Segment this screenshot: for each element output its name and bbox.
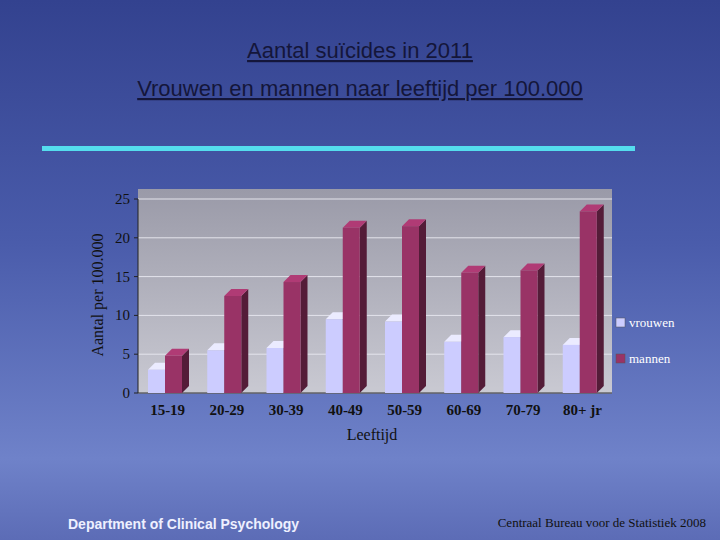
y-axis <box>138 199 139 393</box>
y-tick <box>134 393 138 394</box>
title: Aantal suïcides in 2011 <box>247 38 473 63</box>
bars <box>148 204 604 393</box>
bar <box>284 282 301 393</box>
bar-top <box>402 219 426 226</box>
y-tick-label: 15 <box>115 269 130 285</box>
grid-line <box>138 237 612 238</box>
y-tick <box>134 199 138 200</box>
legend-swatch <box>616 318 625 327</box>
bar-top <box>521 263 545 270</box>
bar-side <box>182 349 189 393</box>
bar <box>444 342 461 393</box>
bar <box>504 337 521 393</box>
chart-svg: Aantal suïcides in 2011 Vrouwen en mannen… <box>0 0 720 540</box>
grid-line <box>138 199 612 200</box>
y-tick-label: 5 <box>123 346 131 362</box>
legend-swatch <box>616 354 625 363</box>
bar-top <box>461 266 485 273</box>
bar <box>207 350 224 393</box>
bar <box>224 296 241 393</box>
x-tick-label: 30-39 <box>269 402 304 418</box>
y-tick-label: 10 <box>115 307 130 323</box>
y-tick <box>134 276 138 277</box>
bar-side <box>241 289 248 393</box>
x-tick-label: 70-79 <box>506 402 541 418</box>
bar <box>461 273 478 393</box>
bar <box>580 211 597 393</box>
bar <box>563 345 580 393</box>
bar-side <box>360 221 367 393</box>
x-tick-label: 80+ jr <box>563 402 602 418</box>
bar-top <box>165 349 189 356</box>
y-tick-label: 0 <box>123 385 131 401</box>
x-tick-label: 40-49 <box>328 402 363 418</box>
bar-top <box>343 221 367 228</box>
bar <box>148 370 165 393</box>
divider <box>42 146 635 151</box>
x-tick-label: 20-29 <box>209 402 244 418</box>
legend-label: mannen <box>629 351 671 366</box>
footer-department: Department of Clinical Psychology <box>68 516 299 532</box>
bar <box>267 348 284 393</box>
bar <box>326 319 343 393</box>
y-tick <box>134 237 138 238</box>
bar-side <box>301 275 308 393</box>
plot-background <box>138 189 612 393</box>
bar <box>165 356 182 393</box>
bar <box>521 270 538 393</box>
y-tick-label: 25 <box>115 191 130 207</box>
bar <box>402 226 419 393</box>
bar-top <box>224 289 248 296</box>
x-tick-label: 15-19 <box>150 402 185 418</box>
x-axis-label: Leeftijd <box>347 426 398 444</box>
y-tick <box>134 354 138 355</box>
bar-side <box>538 263 545 393</box>
bar <box>385 322 402 393</box>
bar <box>343 228 360 393</box>
footer-source: Centraal Bureau voor de Statistiek 2008 <box>498 515 706 530</box>
x-tick-label: 60-69 <box>446 402 481 418</box>
legend-label: vrouwen <box>629 315 675 330</box>
bar-side <box>478 266 485 393</box>
bar-top <box>284 275 308 282</box>
y-axis-label: Aantal per 100.000 <box>89 233 107 356</box>
x-tick-label: 50-59 <box>387 402 422 418</box>
slide: {"chart_data": {"type": "bar", "title": … <box>0 0 720 540</box>
y-tick <box>134 315 138 316</box>
bar-side <box>597 204 604 393</box>
bar-top <box>580 204 604 211</box>
y-tick-label: 20 <box>115 230 130 246</box>
subtitle: Vrouwen en mannen naar leeftijd per 100.… <box>137 76 583 101</box>
bar-side <box>419 219 426 393</box>
